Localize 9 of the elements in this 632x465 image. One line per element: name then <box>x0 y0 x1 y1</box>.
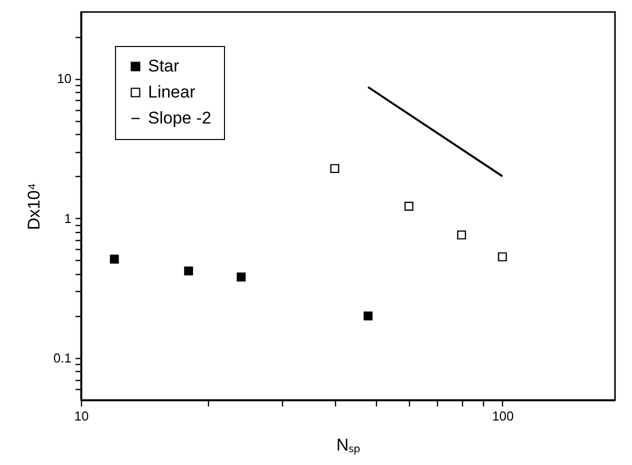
x-axis-title: Nₛₚ <box>336 436 361 456</box>
y-axis-title: Dx10⁴ <box>24 183 44 230</box>
legend-label: Slope -2 <box>148 108 212 128</box>
y-tick-label: 0.1 <box>53 350 72 366</box>
y-tick-label: 10 <box>57 71 72 86</box>
legend-label: Star <box>148 56 180 76</box>
x-tick-label: 100 <box>492 408 514 424</box>
y-tick-label: 1 <box>64 210 72 226</box>
legend-label: Linear <box>148 82 196 102</box>
